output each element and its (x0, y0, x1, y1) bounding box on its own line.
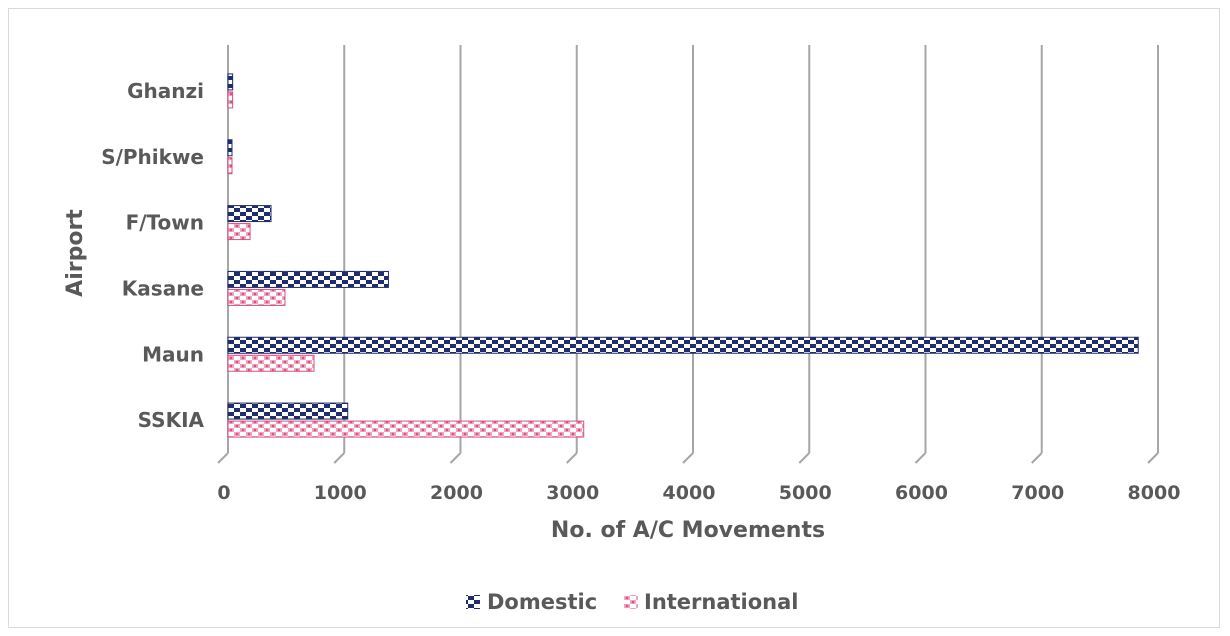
x-tick-label: 1000 (314, 482, 367, 504)
y-tick-label: S/Phikwe (101, 145, 204, 169)
y-axis-title: Airport (63, 209, 88, 297)
legend-swatch-international (624, 595, 638, 609)
legend-item-domestic: Domestic (466, 590, 597, 614)
x-tick-label: 4000 (663, 482, 716, 504)
legend-item-international: International (624, 590, 799, 614)
bar-domestic (227, 270, 389, 288)
bar-international (227, 223, 251, 241)
bar-international (227, 354, 315, 372)
x-tick-label: 7000 (1011, 482, 1064, 504)
gridline-foot (798, 452, 810, 464)
gridline-foot (566, 452, 578, 464)
bar-domestic (227, 139, 233, 157)
y-tick-label: Ghanzi (127, 79, 204, 103)
x-tick-label: 2000 (430, 482, 483, 504)
x-tick-label: 0 (217, 482, 230, 504)
gridline-foot (449, 452, 462, 464)
bar-international (227, 420, 585, 438)
x-tick-label: 3000 (546, 482, 599, 504)
bar-domestic (227, 205, 272, 223)
gridline-foot (914, 452, 927, 464)
chart-frame (8, 8, 1220, 628)
bar-international (227, 157, 233, 175)
gridline-foot (217, 452, 229, 464)
bar-domestic (227, 336, 1139, 354)
y-tick-label: Maun (142, 342, 204, 366)
tick-labels: 0 1000 2000 3000 4000 5000 6000 7000 8000 SSKIA Ma… (101, 79, 1180, 504)
gridline-foot (682, 452, 694, 464)
legend: Domestic International (466, 590, 799, 614)
bar-international (227, 91, 234, 109)
y-tick-label: SSKIA (138, 408, 205, 432)
x-axis-title: No. of A/C Movements (551, 518, 825, 543)
y-tick-label: F/Town (126, 211, 204, 235)
gridlines (217, 45, 1159, 464)
gridline-foot (1031, 452, 1043, 464)
gridline-foot (1147, 452, 1159, 464)
y-tick-label: Kasane (122, 276, 204, 300)
bar-domestic (227, 402, 349, 420)
x-tick-label: 6000 (895, 482, 948, 504)
bar-international (227, 288, 286, 306)
bar-domestic (227, 73, 234, 91)
bars (227, 73, 1139, 438)
legend-label-international: International (644, 590, 799, 614)
legend-label-domestic: Domestic (487, 590, 597, 614)
x-tick-label: 8000 (1128, 482, 1181, 504)
gridline-foot (333, 452, 345, 464)
x-tick-label: 5000 (779, 482, 832, 504)
legend-swatch-domestic (466, 595, 480, 609)
